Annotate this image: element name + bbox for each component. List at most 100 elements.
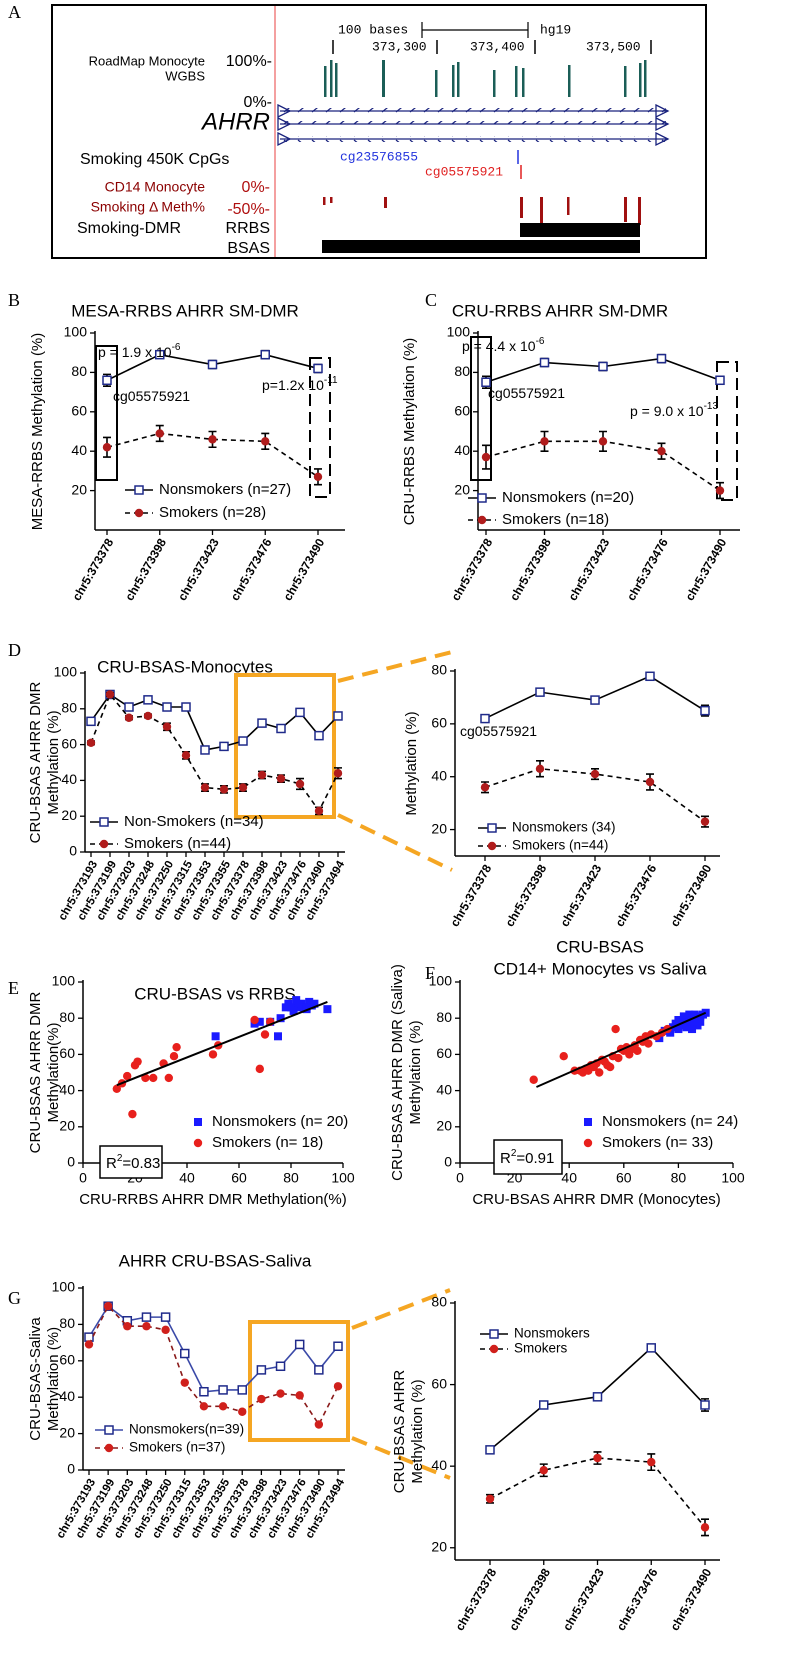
marker — [237, 1385, 247, 1395]
marker — [485, 1494, 495, 1504]
y-tick-label: 40 — [59, 1388, 75, 1404]
marker — [200, 745, 210, 755]
position-label: 373,500 — [586, 39, 641, 54]
assembly-label: hg19 — [540, 22, 571, 37]
chart-title: AHRR CRU-BSAS-Saliva — [119, 1251, 312, 1270]
marker — [295, 779, 305, 789]
track-label: CD14 Monocyte — [105, 179, 206, 195]
marker — [595, 1068, 604, 1077]
panel-label: G — [8, 1288, 21, 1308]
x-tick-label: 40 — [561, 1170, 577, 1186]
y-tick-label: 80 — [454, 363, 470, 379]
marker — [155, 429, 164, 438]
y-tick-label: 60 — [431, 1375, 447, 1391]
annotation-text: p = 9.0 x 10 — [630, 403, 704, 419]
marker — [700, 1400, 710, 1410]
y-axis-label: CRU-BSAS AHRR DMR — [27, 991, 44, 1153]
marker — [102, 375, 112, 386]
annotation: R2=0.91 — [500, 1148, 554, 1167]
y-tick-label: 40 — [454, 442, 470, 458]
zoom-connector — [351, 1436, 451, 1480]
dashed-box — [309, 357, 331, 498]
marker — [134, 485, 144, 495]
marker — [535, 687, 545, 697]
x-tick-label: chr5:373476 — [613, 862, 660, 929]
marker — [289, 1006, 298, 1015]
marker — [133, 1057, 142, 1066]
panel-label: C — [425, 290, 437, 310]
marker — [199, 1402, 209, 1411]
marker — [539, 1466, 548, 1475]
marker — [99, 817, 109, 827]
marker — [112, 1084, 122, 1093]
legend-label: Smokers (n=18) — [502, 511, 609, 528]
track-axis-label: -50%- — [227, 201, 270, 218]
marker — [181, 751, 191, 760]
x-tick-label: chr5:373378 — [448, 862, 495, 929]
marker — [180, 1378, 189, 1387]
marker — [261, 437, 270, 446]
x-tick-label: chr5:373476 — [228, 536, 275, 603]
x-tick-label: chr5:373490 — [683, 536, 730, 603]
y-tick-label: 100 — [54, 664, 78, 680]
marker — [685, 1019, 694, 1028]
marker — [102, 443, 112, 452]
x-tick-label: chr5:373423 — [558, 862, 605, 929]
legend-label: Smokers (n= 18) — [212, 1134, 323, 1151]
y-tick-label: 80 — [59, 1315, 75, 1331]
zoom-connector — [337, 813, 453, 872]
y-tick-label: 80 — [431, 662, 447, 678]
x-tick-label: chr5:373476 — [624, 536, 671, 603]
marker — [256, 1365, 267, 1375]
annotation: cg05575921 — [113, 388, 190, 404]
y-tick-label: 40 — [436, 1081, 452, 1097]
marker — [260, 349, 270, 360]
track-label: BSAS — [227, 240, 270, 257]
marker — [314, 1420, 324, 1429]
marker — [84, 1340, 94, 1349]
legend-label: Smokers (n=28) — [159, 504, 266, 521]
marker — [169, 1052, 179, 1061]
annotation-text: =0.91 — [516, 1150, 554, 1167]
x-tick-label: 60 — [231, 1170, 247, 1186]
y-tick-label: 100 — [429, 973, 453, 989]
y-tick-label: 80 — [59, 1009, 75, 1025]
marker — [313, 363, 323, 374]
marker — [218, 1402, 228, 1411]
y-tick-label: 0 — [444, 1154, 452, 1170]
marker — [688, 1025, 697, 1034]
marker — [124, 702, 134, 712]
y-axis-label: Methylation(%) — [45, 1022, 62, 1122]
y-tick-label: 100 — [447, 324, 471, 340]
x-tick-label: chr5:373423 — [560, 1566, 607, 1633]
marker — [539, 357, 550, 368]
marker — [583, 1138, 593, 1148]
annotation-text: p = 4.4 x 10 — [462, 338, 536, 354]
x-axis-label: CRU-BSAS AHRR DMR (Monocytes) — [472, 1191, 720, 1208]
marker — [485, 1445, 495, 1455]
x-tick-label: 100 — [721, 1170, 745, 1186]
legend-label: Nonsmokers (n= 24) — [602, 1113, 738, 1130]
marker — [481, 452, 491, 462]
annotation-superscript: -13 — [704, 401, 719, 412]
trendline — [536, 1011, 707, 1088]
marker — [584, 1118, 592, 1126]
marker — [208, 1050, 218, 1059]
panel-label: A — [8, 2, 21, 22]
marker — [487, 841, 497, 851]
marker — [700, 817, 710, 826]
marker — [302, 1003, 311, 1012]
track-label: Smoking-DMR — [77, 220, 181, 237]
marker — [487, 823, 497, 833]
marker — [257, 718, 267, 728]
chart-title: CRU-RRBS AHRR SM-DMR — [452, 301, 668, 320]
x-tick-label: 40 — [179, 1170, 195, 1186]
annotation-text: cg05575921 — [113, 388, 190, 404]
x-tick-label: chr5:373378 — [453, 1566, 500, 1633]
panel-a: A 100 bases hg19 373,300 373,400 373,500… — [8, 2, 707, 259]
x-tick-label: chr5:373398 — [503, 862, 550, 929]
marker — [99, 839, 109, 849]
marker — [124, 713, 134, 722]
marker — [696, 1017, 705, 1026]
legend-label: Smokers (n=37) — [129, 1440, 225, 1455]
